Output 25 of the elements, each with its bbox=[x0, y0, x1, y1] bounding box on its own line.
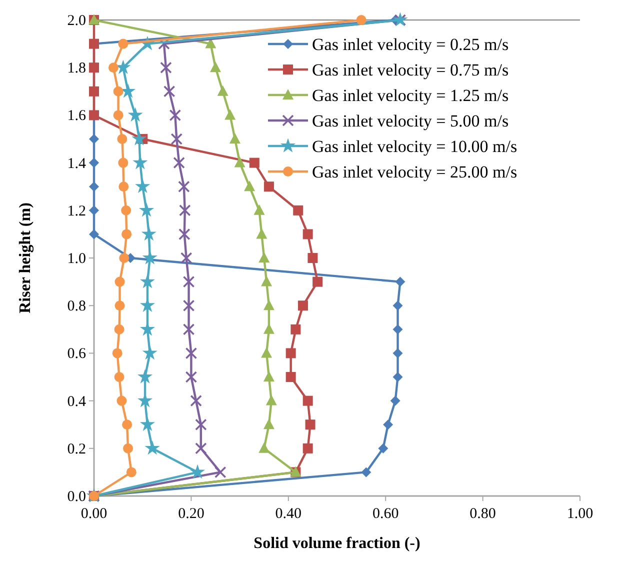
x-tick-label: 0.40 bbox=[275, 506, 302, 522]
y-tick-label: 1.6 bbox=[67, 108, 86, 124]
legend-label: Gas inlet velocity = 0.25 m/s bbox=[312, 35, 509, 54]
y-axis-title: Riser height (m) bbox=[17, 202, 34, 314]
x-axis-title: Solid volume fraction (-) bbox=[254, 535, 420, 552]
y-tick-label: 2.0 bbox=[67, 13, 86, 29]
legend-label: Gas inlet velocity = 5.00 m/s bbox=[312, 112, 509, 130]
x-tick-label: 0.80 bbox=[470, 506, 496, 522]
y-tick-label: 0.6 bbox=[67, 346, 86, 362]
y-tick-label: 1.0 bbox=[67, 251, 86, 267]
y-tick-label: 1.4 bbox=[67, 156, 86, 172]
y-tick-label: 0.0 bbox=[67, 489, 86, 505]
x-tick-label: 0.60 bbox=[372, 506, 399, 522]
y-tick-label: 0.8 bbox=[67, 298, 86, 315]
legend-label: Gas inlet velocity = 25.00 m/s bbox=[312, 162, 518, 182]
y-tick-label: 0.2 bbox=[67, 441, 86, 458]
y-tick-label: 0.4 bbox=[67, 394, 86, 410]
y-tick-label: 1.2 bbox=[67, 203, 86, 220]
legend-label: Gas inlet velocity = 10.00 m/s bbox=[312, 137, 518, 156]
legend-label: Gas inlet velocity = 1.25 m/s bbox=[312, 86, 509, 105]
y-tick-label: 1.8 bbox=[67, 60, 86, 77]
legend-label: Gas inlet velocity = 0.75 m/s bbox=[312, 60, 509, 80]
x-tick-label: 0.00 bbox=[80, 506, 108, 522]
x-tick-label: 0.20 bbox=[178, 506, 204, 522]
x-tick-label: 1.00 bbox=[566, 506, 594, 522]
